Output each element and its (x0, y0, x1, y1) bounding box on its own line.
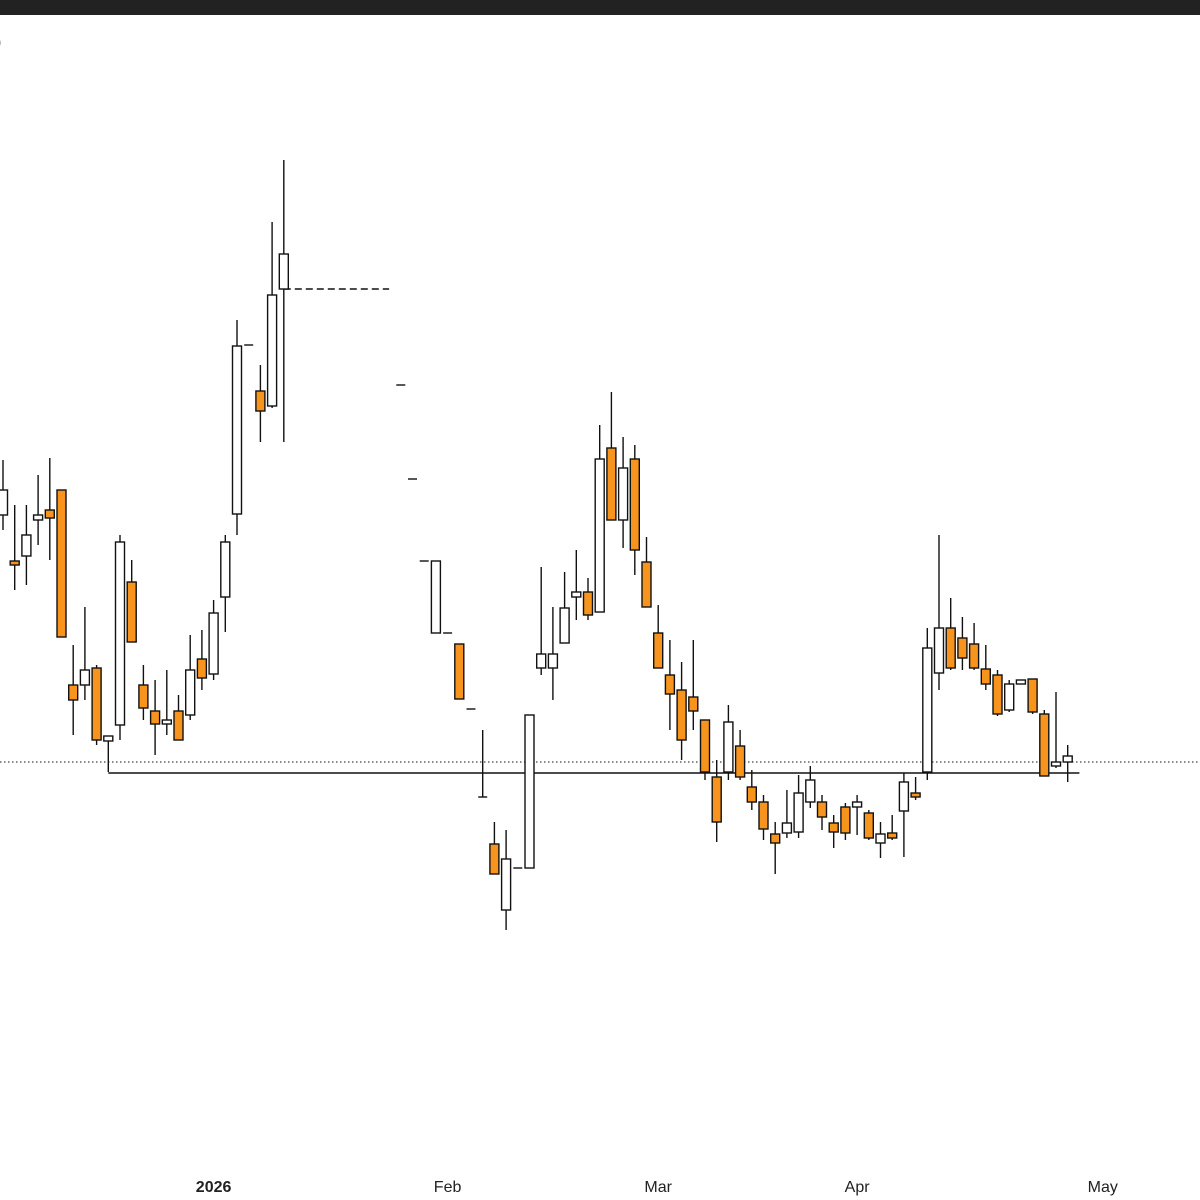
body (103, 735, 114, 742)
body (547, 653, 559, 669)
body (430, 560, 442, 634)
body (699, 719, 711, 773)
body (945, 627, 956, 669)
body (173, 710, 184, 741)
body (266, 294, 278, 407)
x-tick-label: May (1088, 1179, 1118, 1196)
body (805, 779, 816, 803)
body (898, 781, 910, 812)
body (594, 458, 605, 613)
body (863, 812, 874, 839)
body (138, 684, 149, 709)
body (816, 801, 828, 818)
body (875, 833, 886, 844)
body (676, 689, 687, 741)
body (67, 684, 79, 701)
body (489, 843, 500, 875)
body (255, 390, 266, 412)
body (524, 714, 535, 869)
body (91, 667, 102, 741)
x-tick-label: Feb (434, 1179, 462, 1196)
body (1015, 679, 1027, 685)
body (617, 467, 629, 521)
body (933, 627, 945, 674)
body (44, 509, 55, 519)
body (688, 696, 699, 712)
body (840, 806, 851, 834)
body (1004, 683, 1015, 711)
x-tick-label: Apr (845, 1179, 871, 1196)
body (21, 534, 32, 557)
body (208, 612, 219, 675)
body (957, 637, 968, 659)
body (723, 721, 734, 773)
body (9, 560, 20, 566)
body (1039, 713, 1050, 777)
body (653, 632, 664, 669)
body (582, 591, 594, 616)
x-tick-label: Mar (644, 1179, 672, 1196)
body (828, 822, 839, 833)
body (629, 458, 640, 551)
body (711, 776, 722, 823)
body (571, 591, 582, 598)
body (641, 561, 652, 608)
body (664, 674, 676, 695)
body (149, 710, 161, 725)
body (500, 858, 512, 911)
body (1050, 761, 1062, 767)
x-tick-label: 2026 (196, 1179, 232, 1196)
body (454, 643, 465, 700)
body (161, 719, 173, 725)
body (32, 514, 44, 521)
body (887, 832, 898, 839)
body (734, 745, 746, 778)
body (851, 801, 863, 808)
body (992, 674, 1003, 715)
body (922, 647, 933, 773)
body (0, 489, 9, 516)
body (231, 345, 243, 515)
chart-title: ) (0, 34, 1, 51)
body (1062, 755, 1073, 763)
body (536, 653, 547, 669)
body (793, 792, 804, 833)
body (746, 786, 757, 803)
body (1027, 678, 1038, 713)
body (196, 658, 208, 679)
body (220, 541, 231, 598)
body (56, 489, 67, 638)
body (184, 669, 196, 716)
body (758, 801, 769, 830)
body (79, 669, 91, 686)
body (278, 253, 289, 290)
body (559, 607, 570, 644)
body (910, 792, 921, 798)
body (968, 643, 980, 669)
top-bar (0, 0, 1200, 15)
body (114, 541, 126, 726)
body (781, 822, 793, 834)
body (126, 581, 137, 643)
body (606, 447, 617, 521)
body (770, 833, 781, 844)
body (980, 668, 991, 685)
